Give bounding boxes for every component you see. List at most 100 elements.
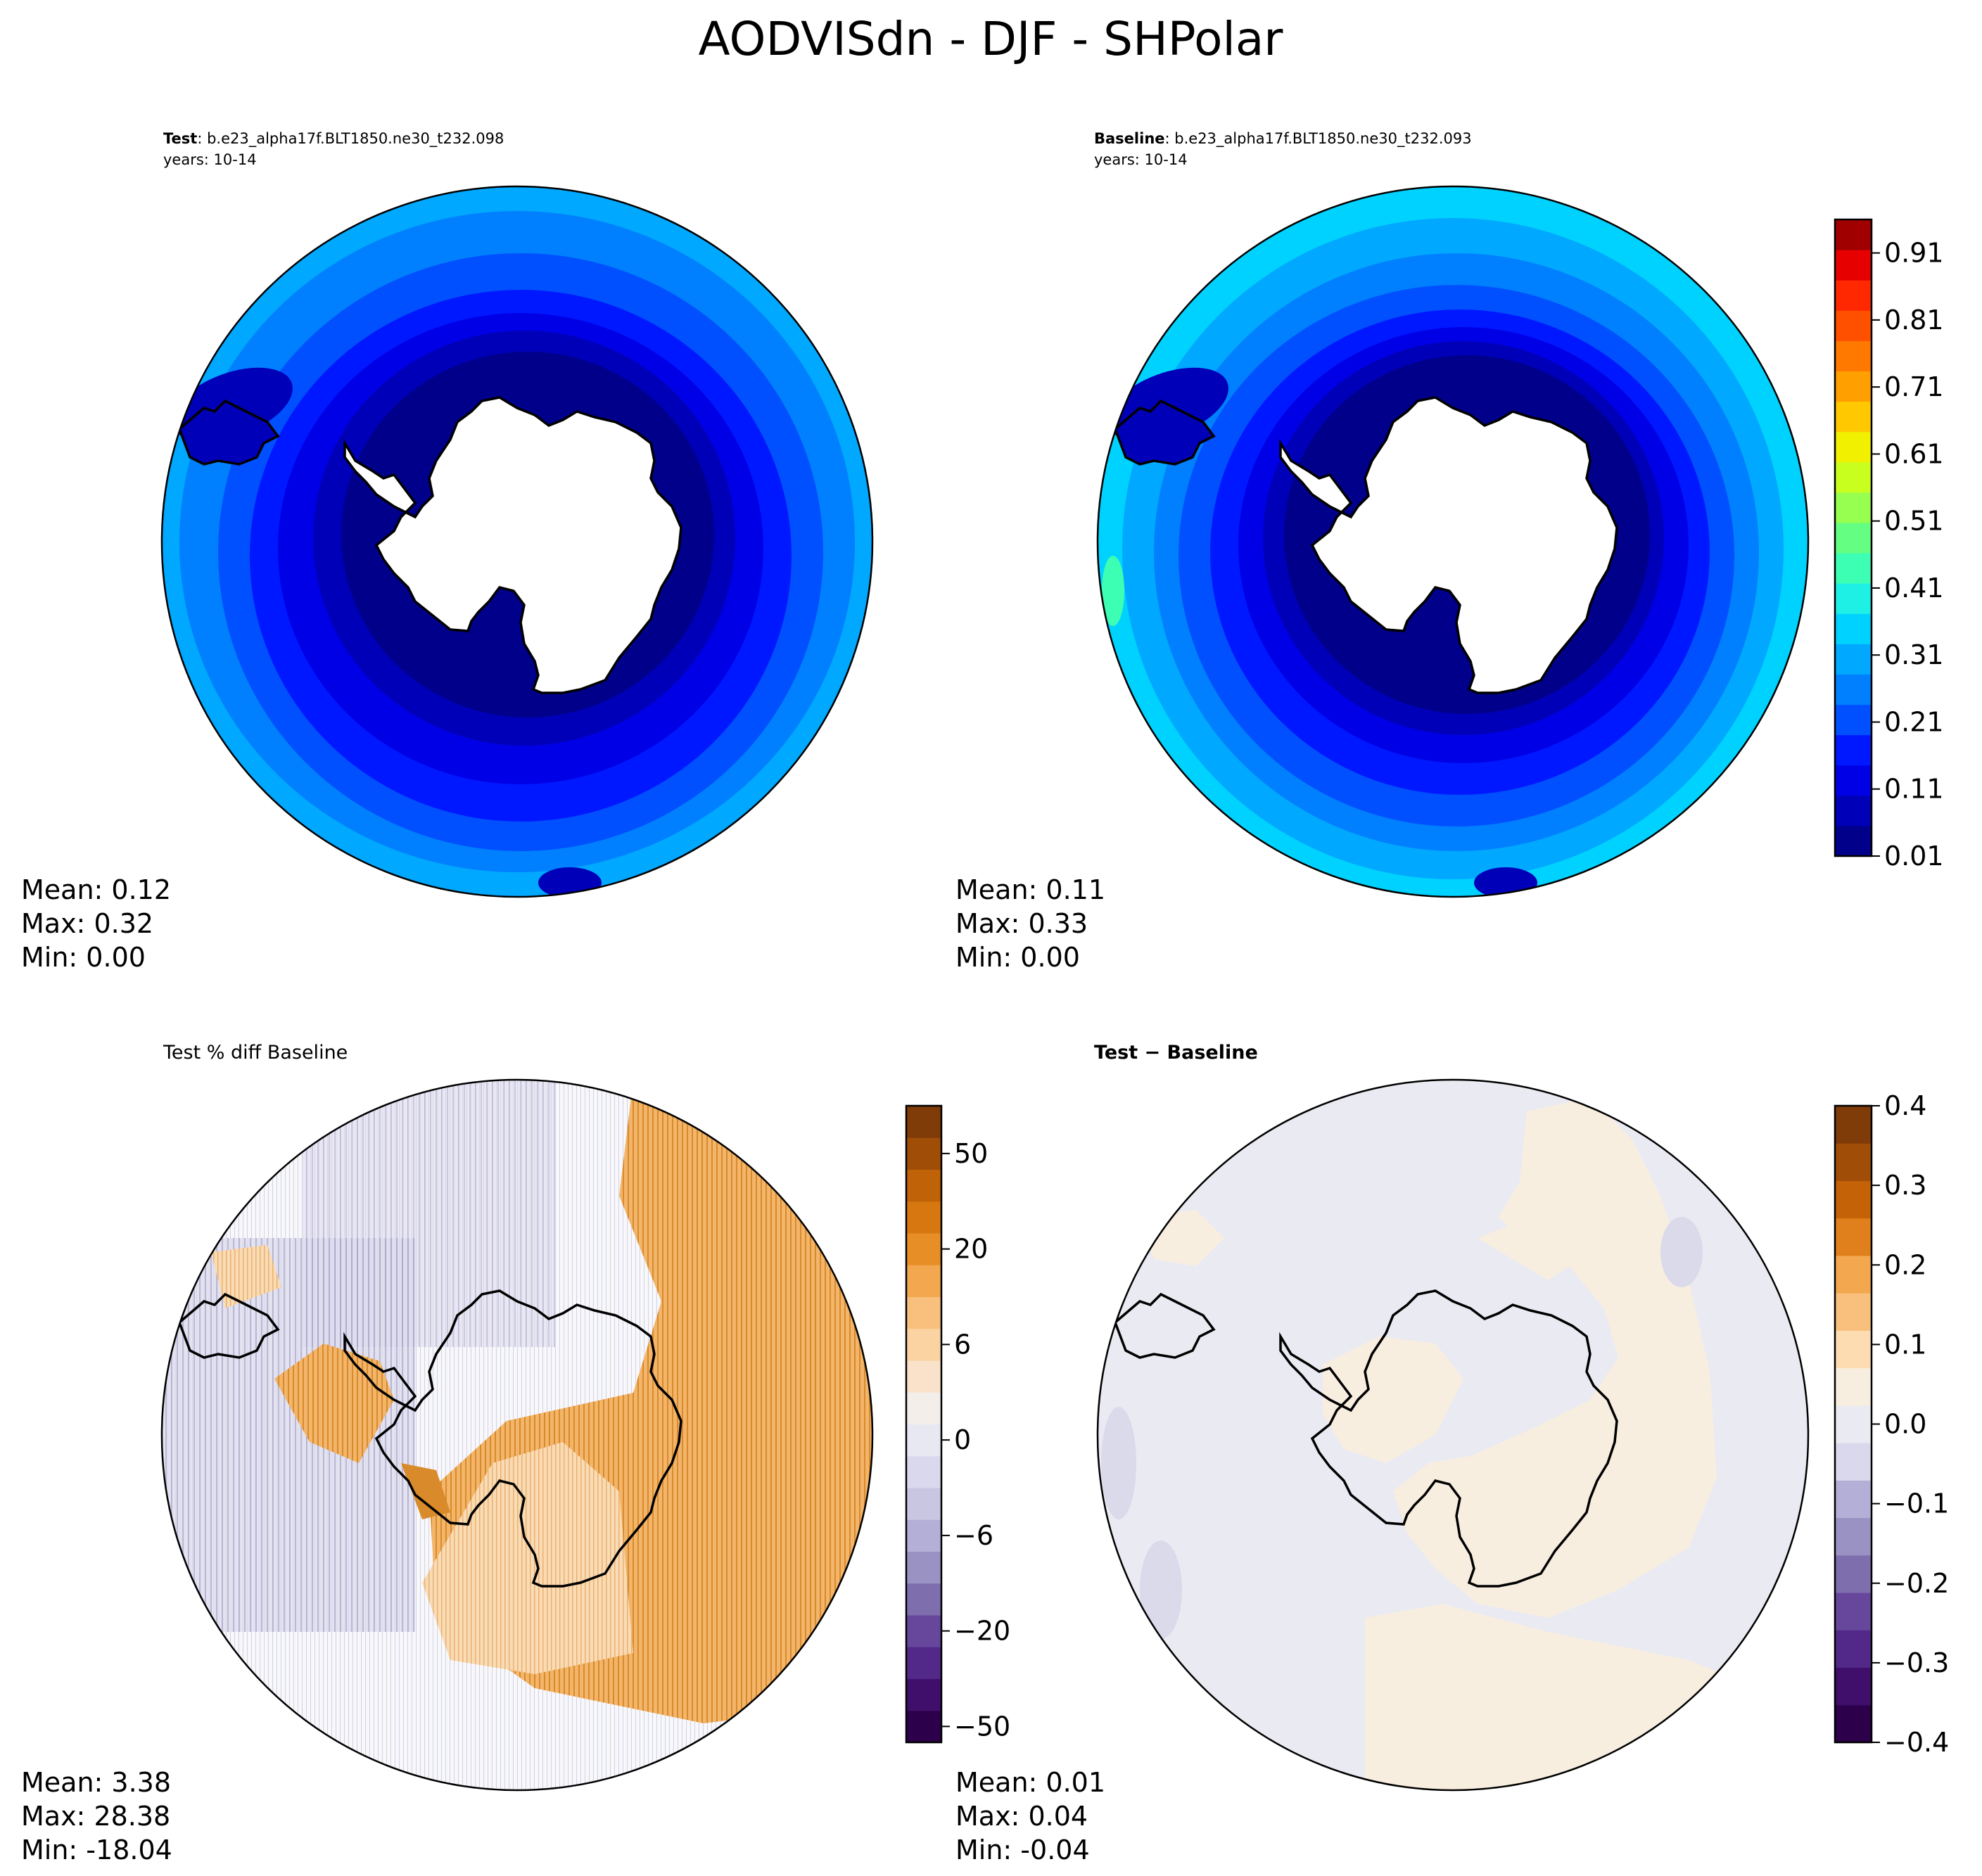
colorbar-swatch [906,1201,941,1234]
colorbar-swatch [906,1106,941,1138]
colorbar-tick-label: 50 [954,1138,988,1169]
colorbar-swatch [1835,1143,1872,1181]
panel-diff-mean: Mean: 0.01 [955,1767,1105,1798]
colorbar-tick-label: −0.2 [1884,1568,1949,1599]
colorbar-aod: 0.01 0.11 0.21 0.31 0.41 0.51 0.61 0.71 0.81 0.91 [1834,218,1944,872]
colorbar-tick-label: 0.11 [1884,774,1944,805]
colorbar-tick-label: 20 [954,1234,988,1265]
panel-pctdiff-boundary [160,1078,874,1792]
colorbar-swatch [906,1488,941,1520]
colorbar-swatch [906,1424,941,1457]
colorbar-swatch [1835,1443,1872,1481]
panel-test-map [162,186,872,897]
colorbar-tick-label: 0.91 [1884,238,1944,269]
colorbar-tick-label: −50 [954,1711,1010,1742]
panel-baseline-label-bold: Baseline [1094,130,1165,147]
panel-baseline-mean: Mean: 0.11 [955,874,1105,905]
panel-test: Test: b.e23_alpha17f.BLT1850.ne30_t232.0… [21,130,874,973]
colorbar-swatch [1835,1293,1872,1331]
colorbar-swatch [1835,250,1872,281]
colorbar-swatch [1835,401,1872,433]
colorbar-swatch [906,1328,941,1361]
colorbar-swatch [1835,1704,1872,1743]
colorbar-tick-label: 0.3 [1884,1170,1926,1201]
panel-test-label: Test: b.e23_alpha17f.BLT1850.ne30_t232.0… [163,130,504,148]
panel-baseline-label-rest: : b.e23_alpha17f.BLT1850.ne30_t232.093 [1165,130,1472,148]
colorbar-tick-label: 0 [954,1424,971,1455]
colorbar-tick-label: 0.1 [1884,1329,1926,1360]
colorbar-tick-label: 0.61 [1884,438,1944,469]
colorbar-swatch [1835,674,1872,706]
colorbar-frame [1834,218,1873,857]
colorbar-swatch [1835,1330,1872,1369]
colorbar-swatch [906,1360,941,1393]
panel-pctdiff-map [162,1080,872,1790]
colorbar-swatch [1835,1593,1872,1631]
colorbar-swatch [1835,825,1872,857]
colorbar-tick-label: 6 [954,1329,971,1360]
colorbar-swatch [1835,340,1872,371]
colorbar-swatch [906,1647,941,1679]
colorbar-swatch [1835,1180,1872,1219]
panel-test-mean: Mean: 0.12 [21,874,171,905]
colorbar-swatch [1835,795,1872,827]
panel-test-min: Min: 0.00 [21,942,146,973]
colorbar-swatch [1835,492,1872,523]
colorbar-swatch [906,1551,941,1584]
panel-baseline: Baseline: b.e23_alpha17f.BLT1850.ne30_t2… [955,130,1944,973]
panel-test-max: Max: 0.32 [21,908,153,939]
colorbar-swatch [906,1678,941,1711]
panel-diff-title: Test − Baseline [1094,1042,1258,1064]
colorbar-swatch [1835,371,1872,402]
panel-diff: Test − Baseline Mean: 0.01 Max: 0.04 Min… [955,1042,1949,1865]
panel-diff-max: Max: 0.04 [955,1801,1088,1832]
colorbar-tick-label: 0.0 [1884,1409,1926,1440]
colorbar-swatch [906,1233,941,1265]
colorbar-swatch [1835,310,1872,341]
panel-baseline-label: Baseline: b.e23_alpha17f.BLT1850.ne30_t2… [1094,130,1472,148]
panel-diff-boundary [1096,1078,1810,1792]
colorbar-tick-label: 0.4 [1884,1090,1926,1121]
colorbar-tick-label: 0.2 [1884,1249,1926,1280]
panel-baseline-boundary [1096,185,1810,898]
colorbar-tick-label: 0.51 [1884,506,1944,537]
colorbar-swatch [1835,461,1872,493]
colorbar-frame [905,1104,943,1744]
figure-title: AODVISdn - DJF - SHPolar [699,12,1284,66]
colorbar-swatch [1835,613,1872,644]
panel-pctdiff-mean: Mean: 3.38 [21,1767,171,1798]
colorbar-swatch [1835,1106,1872,1144]
colorbar-swatch [906,1519,941,1552]
colorbar-tick-label: −0.1 [1884,1488,1949,1519]
colorbar-tick-label: 0.21 [1884,706,1944,737]
colorbar-swatch [906,1265,941,1297]
colorbar-swatch [1835,1667,1872,1706]
colorbar-swatch [1835,553,1872,584]
colorbar-tick-label: 0.81 [1884,305,1944,336]
colorbar-swatch [906,1583,941,1616]
panel-diff-map [1098,1080,1808,1790]
colorbar-swatch [1835,219,1872,250]
panel-diff-min: Min: -0.04 [955,1834,1090,1865]
panel-baseline-map [1098,186,1808,897]
colorbar-swatch [1835,583,1872,614]
colorbar-swatch [906,1455,941,1488]
colorbar-tick-label: −6 [954,1520,993,1551]
colorbar-swatch [906,1710,941,1743]
colorbar-swatch [906,1615,941,1647]
panel-test-boundary [160,185,874,898]
panel-test-years: years: 10-14 [163,151,257,168]
colorbar-swatch [1835,1555,1872,1593]
colorbar-tick-label: 0.31 [1884,639,1944,670]
panel-baseline-years: years: 10-14 [1094,151,1188,168]
panel-pctdiff-min: Min: -18.04 [21,1834,172,1865]
colorbar-tick-label: −0.4 [1884,1727,1949,1758]
panel-test-label-bold: Test [163,130,197,147]
colorbar-swatch [1835,644,1872,675]
panel-baseline-max: Max: 0.33 [955,908,1088,939]
panel-test-label-rest: : b.e23_alpha17f.BLT1850.ne30_t232.098 [197,130,504,148]
colorbar-swatch [1835,734,1872,766]
colorbar-swatch [1835,522,1872,554]
colorbar-tick-label: −20 [954,1616,1010,1647]
